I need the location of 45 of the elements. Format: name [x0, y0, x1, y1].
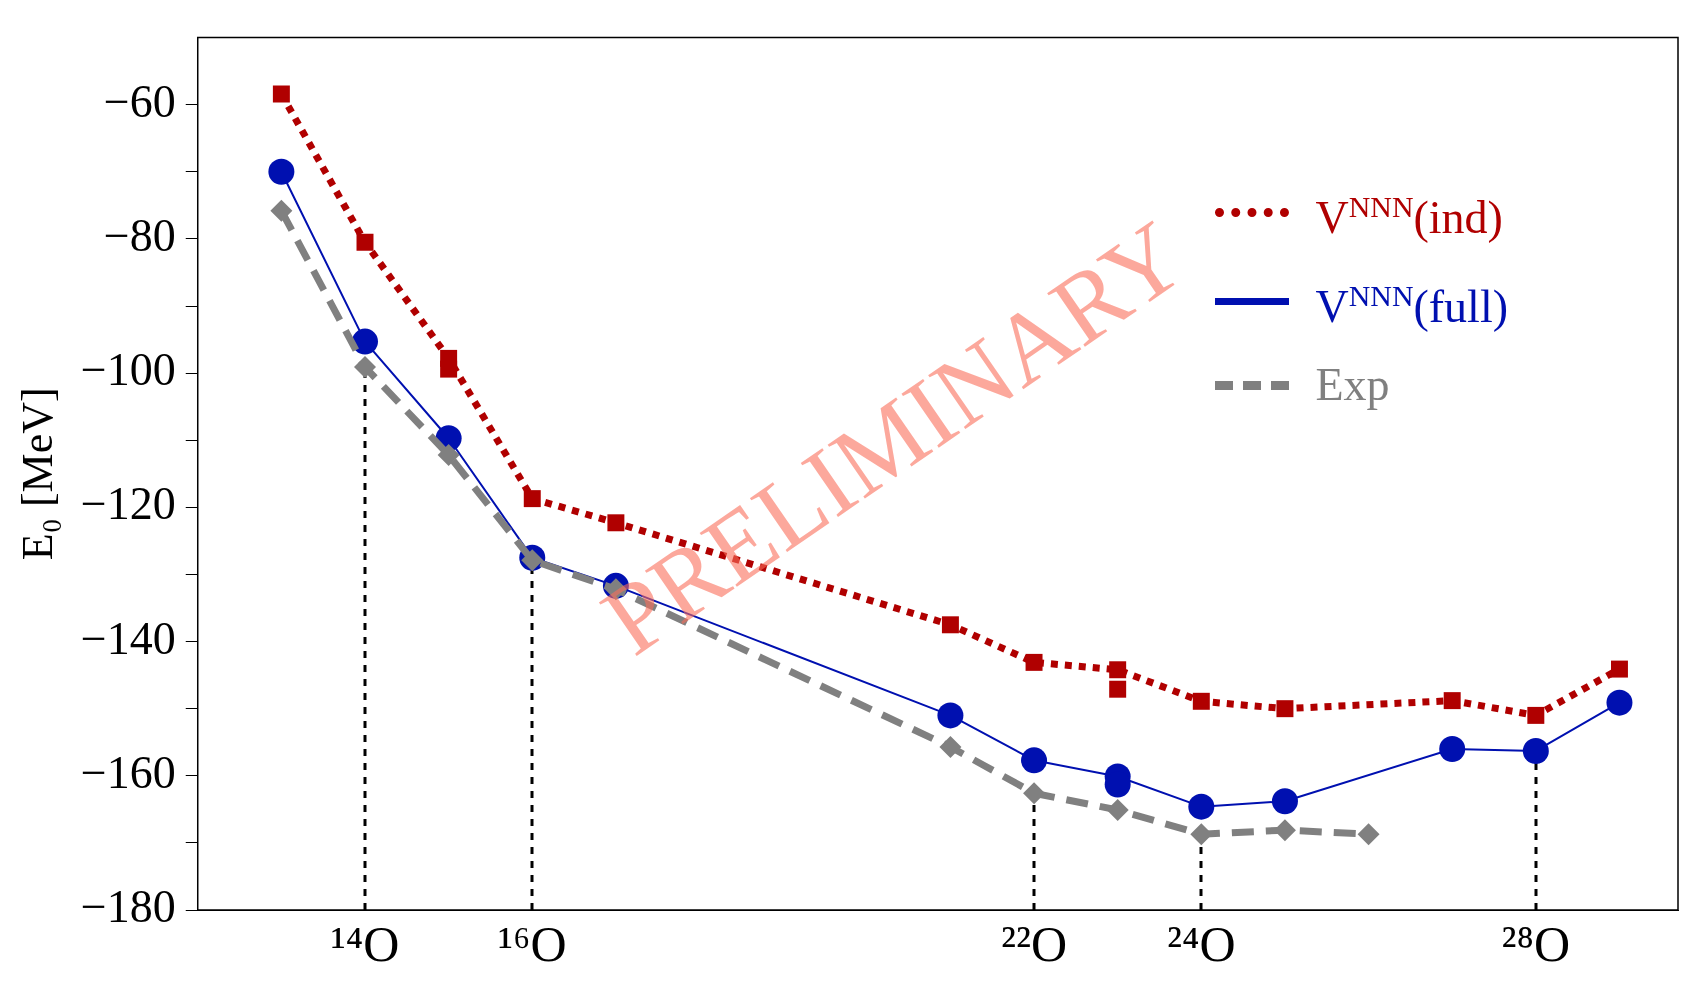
- point: [937, 702, 964, 729]
- point: [270, 199, 293, 222]
- point: [521, 549, 544, 572]
- y-axis-title: E₀ [MeV]: [12, 387, 62, 561]
- point: [1109, 680, 1127, 698]
- point: [1109, 661, 1127, 679]
- legend-label: V$^{NNN}$(full): [1315, 277, 1508, 335]
- point: [1443, 692, 1461, 710]
- point: [939, 735, 962, 758]
- point: [1276, 700, 1294, 718]
- x-tick-label: ²⁴O: [1167, 916, 1236, 973]
- y-tick-label: −60: [103, 75, 176, 127]
- x-tick-label: ¹⁴O: [330, 916, 400, 973]
- legend-label: Exp: [1315, 358, 1390, 413]
- y-tick-label: −180: [80, 881, 176, 933]
- point: [1522, 737, 1549, 764]
- y-tick-label: −100: [80, 344, 176, 396]
- point: [1190, 823, 1213, 846]
- point: [352, 328, 378, 355]
- point: [1606, 689, 1633, 716]
- y-tick-label: −140: [80, 612, 176, 664]
- x-tick-label: ²⁸O: [1501, 916, 1571, 973]
- y-tick-label: −80: [103, 210, 176, 261]
- point: [1610, 660, 1628, 678]
- y-tick-label: −160: [80, 746, 176, 798]
- y-tick-label: −120: [80, 478, 176, 530]
- point: [1023, 782, 1046, 805]
- point: [1271, 788, 1298, 815]
- point: [1188, 793, 1215, 820]
- x-tick-label: ²²O: [1001, 916, 1068, 973]
- point: [1357, 823, 1380, 846]
- point: [437, 444, 460, 467]
- point: [440, 360, 458, 378]
- point: [523, 490, 541, 508]
- point: [1106, 799, 1129, 822]
- point: [1021, 747, 1048, 774]
- point: [354, 356, 376, 379]
- point: [356, 233, 374, 251]
- x-tick-label: ¹⁶O: [498, 916, 567, 973]
- point: [1192, 692, 1210, 710]
- point: [272, 85, 290, 103]
- point: [1527, 706, 1545, 724]
- point: [1439, 735, 1466, 762]
- point: [268, 158, 295, 185]
- legend-label: V$^{NNN}$(ind): [1315, 188, 1503, 245]
